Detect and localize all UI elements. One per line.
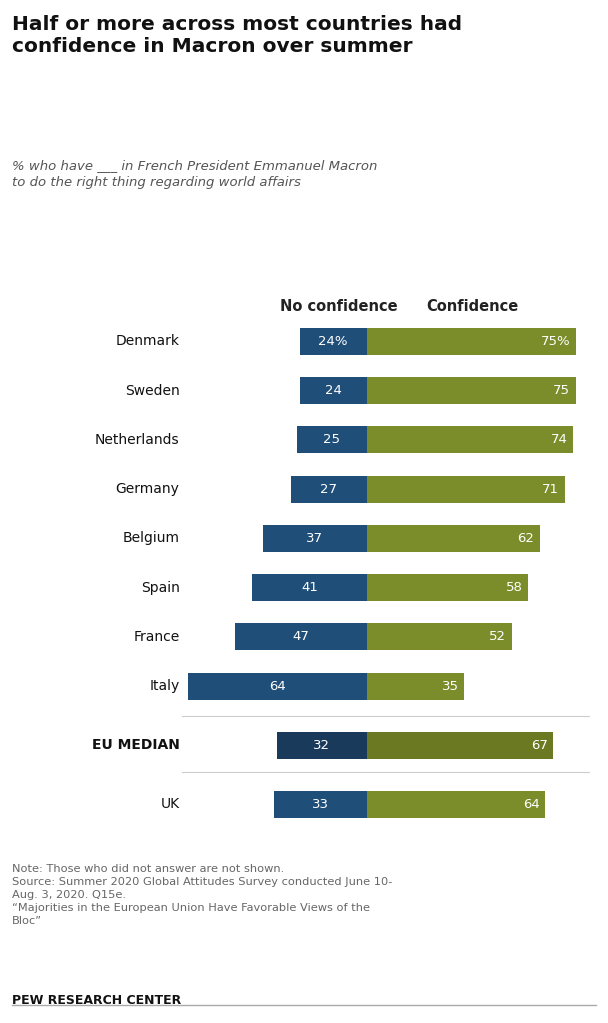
- Text: 35: 35: [441, 679, 458, 693]
- Text: Netherlands: Netherlands: [95, 433, 179, 447]
- Text: 62: 62: [517, 532, 534, 545]
- Text: PEW RESEARCH CENTER: PEW RESEARCH CENTER: [12, 994, 181, 1008]
- Text: 47: 47: [292, 630, 309, 643]
- Bar: [291, 476, 367, 502]
- Bar: [367, 327, 576, 355]
- Text: 24: 24: [325, 384, 342, 397]
- Bar: [367, 427, 573, 453]
- Text: 75%: 75%: [541, 335, 570, 348]
- Text: 75: 75: [553, 384, 570, 397]
- Bar: [367, 791, 545, 818]
- Text: 37: 37: [306, 532, 323, 545]
- Text: 33: 33: [312, 798, 329, 811]
- Text: 24%: 24%: [319, 335, 348, 348]
- Bar: [300, 377, 367, 404]
- Text: Half or more across most countries had
confidence in Macron over summer: Half or more across most countries had c…: [12, 15, 462, 56]
- Text: Note: Those who did not answer are not shown.
Source: Summer 2020 Global Attitud: Note: Those who did not answer are not s…: [12, 864, 393, 926]
- Text: Spain: Spain: [140, 581, 179, 594]
- Text: No confidence: No confidence: [280, 300, 398, 314]
- Text: Sweden: Sweden: [125, 384, 179, 398]
- Text: Belgium: Belgium: [123, 531, 179, 545]
- Text: Germany: Germany: [116, 482, 179, 496]
- Bar: [277, 731, 367, 759]
- Bar: [367, 377, 576, 404]
- Text: % who have ___ in French President Emmanuel Macron
to do the right thing regardi: % who have ___ in French President Emman…: [12, 159, 378, 188]
- Bar: [367, 525, 539, 552]
- Bar: [367, 731, 553, 759]
- Text: 27: 27: [320, 483, 337, 496]
- Bar: [263, 525, 367, 552]
- Text: Confidence: Confidence: [426, 300, 519, 314]
- Bar: [297, 427, 367, 453]
- Bar: [367, 673, 464, 700]
- Text: 64: 64: [269, 679, 286, 693]
- Bar: [274, 791, 367, 818]
- Text: 32: 32: [313, 739, 330, 752]
- Text: 64: 64: [523, 798, 539, 811]
- Text: EU MEDIAN: EU MEDIAN: [92, 739, 179, 752]
- Bar: [235, 623, 367, 651]
- Text: Denmark: Denmark: [116, 335, 179, 349]
- Bar: [367, 476, 565, 502]
- Bar: [300, 327, 367, 355]
- Text: 25: 25: [323, 434, 340, 446]
- Text: 71: 71: [542, 483, 559, 496]
- Bar: [252, 574, 367, 602]
- Text: Italy: Italy: [150, 679, 179, 694]
- Bar: [367, 623, 512, 651]
- Text: 52: 52: [489, 630, 506, 643]
- Text: 58: 58: [506, 581, 523, 594]
- Bar: [188, 673, 367, 700]
- Text: UK: UK: [161, 797, 179, 811]
- Text: 67: 67: [531, 739, 548, 752]
- Text: France: France: [133, 630, 179, 643]
- Text: 41: 41: [301, 581, 318, 594]
- Text: 74: 74: [551, 434, 567, 446]
- Bar: [367, 574, 528, 602]
